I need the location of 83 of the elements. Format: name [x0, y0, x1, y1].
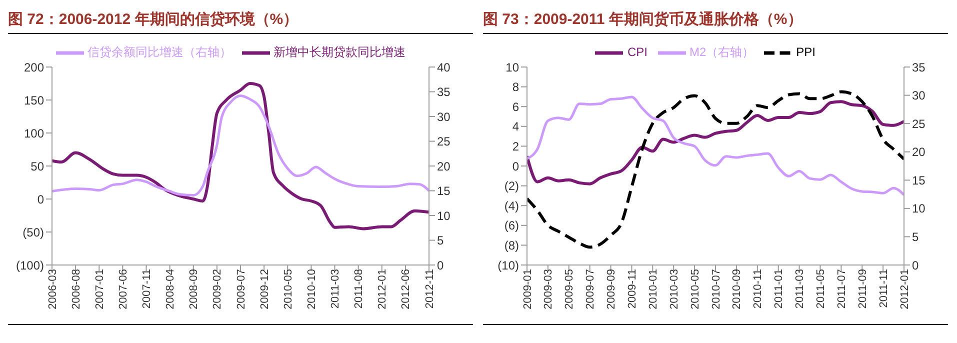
y2-tick-label: 25: [912, 116, 926, 131]
x-tick-label: 2011-03: [794, 269, 806, 309]
x-tick-label: 2009-07: [584, 269, 597, 310]
chart-title: 图 72：2006-2012 年期间的信贷环境（%）: [8, 8, 473, 34]
legend-label: 新增中长期贷款同比增速: [274, 45, 406, 60]
y-tick-label: 50: [30, 159, 44, 174]
x-tick-label: 2012-06: [400, 269, 412, 310]
chart-title: 图 73：2009-2011 年期间货币及通胀价格（%）: [483, 8, 948, 34]
y-tick-label: (2): [504, 179, 519, 194]
y-tick-label: (50): [22, 225, 44, 240]
x-tick-label: 2006-08: [70, 269, 82, 310]
y-tick-label: (6): [504, 218, 519, 233]
y2-tick-label: 35: [912, 60, 926, 74]
legend-label: PPI: [796, 45, 816, 60]
x-tick-label: 2010-05: [689, 269, 702, 310]
y-tick-label: (4): [504, 198, 519, 213]
y-tick-label: 2: [512, 139, 520, 154]
y2-tick-label: 40: [437, 60, 451, 74]
y2-tick-label: 0: [437, 258, 444, 272]
x-tick-label: 2010-03: [668, 269, 680, 310]
x-tick-label: 2011-08: [353, 269, 366, 309]
x-tick-label: 2006-03: [46, 269, 59, 310]
y-tick-label: 8: [512, 80, 520, 94]
x-tick-label: 2009-03: [542, 269, 555, 310]
line-series: [527, 90, 904, 249]
y2-tick-label: 10: [437, 208, 451, 223]
legend-label: CPI: [627, 45, 648, 60]
legend-label: 信贷余额同比增速（右轴）: [88, 45, 232, 60]
x-tick-label: 2012-01: [376, 269, 389, 310]
y-tick-label: 0: [512, 159, 520, 174]
x-tick-label: 2009-11: [626, 269, 639, 309]
x-tick-label: 2008-04: [164, 269, 177, 310]
y2-tick-label: 15: [912, 173, 926, 188]
x-tick-label: 2007-01: [94, 269, 106, 310]
x-tick-label: 2009-07: [235, 269, 248, 310]
line-series: [52, 82, 429, 230]
x-tick-label: 2007-11: [141, 269, 154, 309]
x-tick-label: 2009-05: [564, 269, 576, 310]
x-tick-label: 2010-05: [282, 269, 294, 310]
x-tick-label: 2012-01: [898, 269, 911, 310]
y-tick-label: (10): [498, 258, 519, 272]
y-tick-label: 10: [506, 60, 520, 74]
x-tick-label: 2010-07: [710, 269, 722, 310]
x-tick-label: 2010-09: [731, 269, 744, 310]
y2-tick-label: 10: [912, 202, 926, 216]
x-tick-label: 2009-02: [212, 269, 224, 310]
y2-tick-label: 35: [437, 85, 451, 100]
y-tick-label: 200: [24, 60, 44, 74]
y2-tick-label: 20: [437, 159, 451, 174]
y2-tick-label: 30: [912, 88, 926, 103]
y-tick-label: 150: [24, 93, 44, 108]
line-series: [52, 94, 429, 196]
x-tick-label: 2011-01: [773, 269, 786, 309]
y-tick-label: 0: [37, 192, 44, 206]
x-tick-label: 2009-12: [258, 269, 271, 310]
x-tick-label: 2011-05: [815, 269, 828, 309]
x-tick-label: 2009-09: [606, 269, 618, 310]
y-tick-label: (100): [16, 258, 44, 272]
y2-tick-label: 0: [912, 258, 919, 272]
x-tick-label: 2010-01: [647, 269, 660, 310]
x-tick-label: 2009-01: [522, 269, 534, 310]
x-tick-label: 2011-03: [330, 269, 342, 309]
line-series: [527, 96, 904, 196]
x-tick-label: 2010-10: [306, 269, 318, 310]
y2-tick-label: 30: [437, 110, 451, 124]
x-tick-label: 2007-06: [117, 269, 130, 310]
x-tick-label: 2011-07: [836, 269, 848, 309]
x-tick-label: 2011-11: [878, 269, 890, 308]
y2-tick-label: 5: [437, 234, 444, 248]
line-series: [527, 100, 904, 186]
y2-tick-label: 15: [437, 184, 451, 198]
x-tick-label: 2012-11: [424, 269, 436, 309]
x-tick-label: 2008-09: [188, 269, 200, 310]
y-tick-label: (8): [504, 238, 519, 252]
y2-tick-label: 20: [912, 145, 926, 160]
y-tick-label: 6: [512, 100, 520, 114]
legend-label: M2（右轴）: [690, 45, 754, 60]
y2-tick-label: 25: [437, 134, 451, 149]
y-tick-label: 100: [24, 126, 44, 140]
x-tick-label: 2011-09: [856, 269, 869, 309]
y-tick-label: 4: [512, 120, 520, 134]
y2-tick-label: 5: [912, 230, 919, 244]
x-tick-label: 2010-11: [752, 269, 764, 309]
